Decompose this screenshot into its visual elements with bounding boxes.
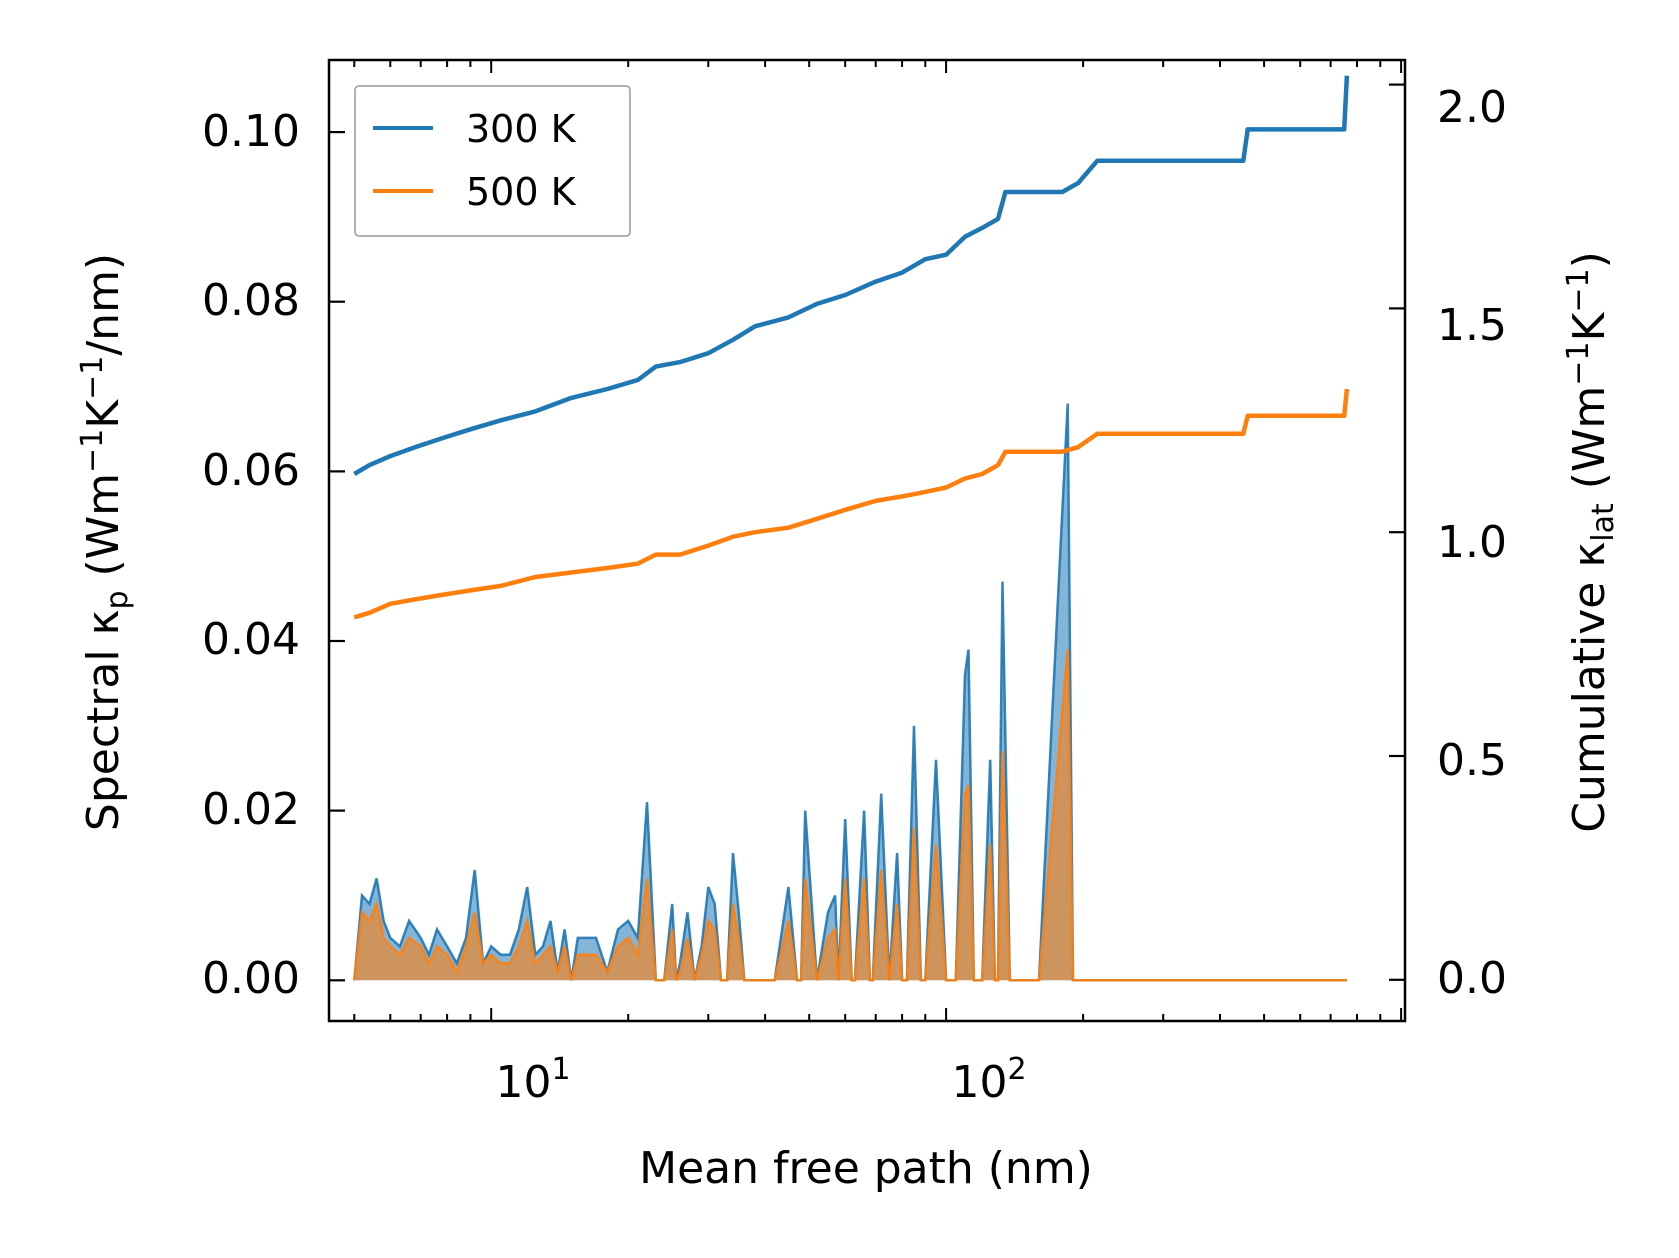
plot-frame (327, 58, 1407, 1023)
left-tick-label-1: 0.02 (202, 784, 300, 835)
legend-box (354, 85, 631, 237)
legend-label-500k: 500 K (466, 170, 577, 214)
right-tick-label-4: 2.0 (1437, 82, 1507, 133)
x-tick-label-100: 102 (951, 1052, 1026, 1108)
right-ticks (1389, 83, 1405, 981)
left-tick-label-0: 0.00 (202, 953, 300, 1004)
left-tick-label-3: 0.06 (202, 445, 300, 496)
right-tick-label-2: 1.0 (1437, 517, 1507, 568)
left-ticks (329, 131, 345, 982)
cumulative-line-500k (353, 388, 1350, 620)
spectral-fills (353, 403, 1347, 982)
right-tick-label-1: 0.5 (1437, 735, 1507, 786)
right-tick-label-3: 1.5 (1437, 300, 1507, 351)
legend: 300 K 500 K (354, 85, 631, 237)
right-axis-label: Cumulative κlat (Wm−1K−1) (1561, 251, 1621, 833)
left-tick-label-2: 0.04 (202, 614, 300, 665)
left-tick-label-4: 0.08 (202, 275, 300, 326)
left-axis-label: Spectral κp (Wm−1K−1/nm) (75, 253, 135, 831)
cumulative-line-300k (353, 75, 1350, 476)
left-tick-label-5: 0.10 (202, 106, 300, 157)
x-tick-label-10: 101 (495, 1052, 570, 1108)
right-tick-label-0: 0.0 (1437, 953, 1507, 1004)
spectral-line-500k (353, 649, 1347, 982)
x-axis-label: Mean free path (nm) (639, 1143, 1093, 1194)
cumulative-lines (353, 75, 1350, 620)
legend-label-300k: 300 K (466, 107, 577, 151)
